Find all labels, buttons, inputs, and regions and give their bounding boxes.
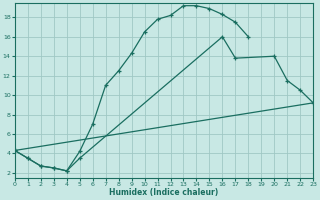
X-axis label: Humidex (Indice chaleur): Humidex (Indice chaleur) <box>109 188 219 197</box>
